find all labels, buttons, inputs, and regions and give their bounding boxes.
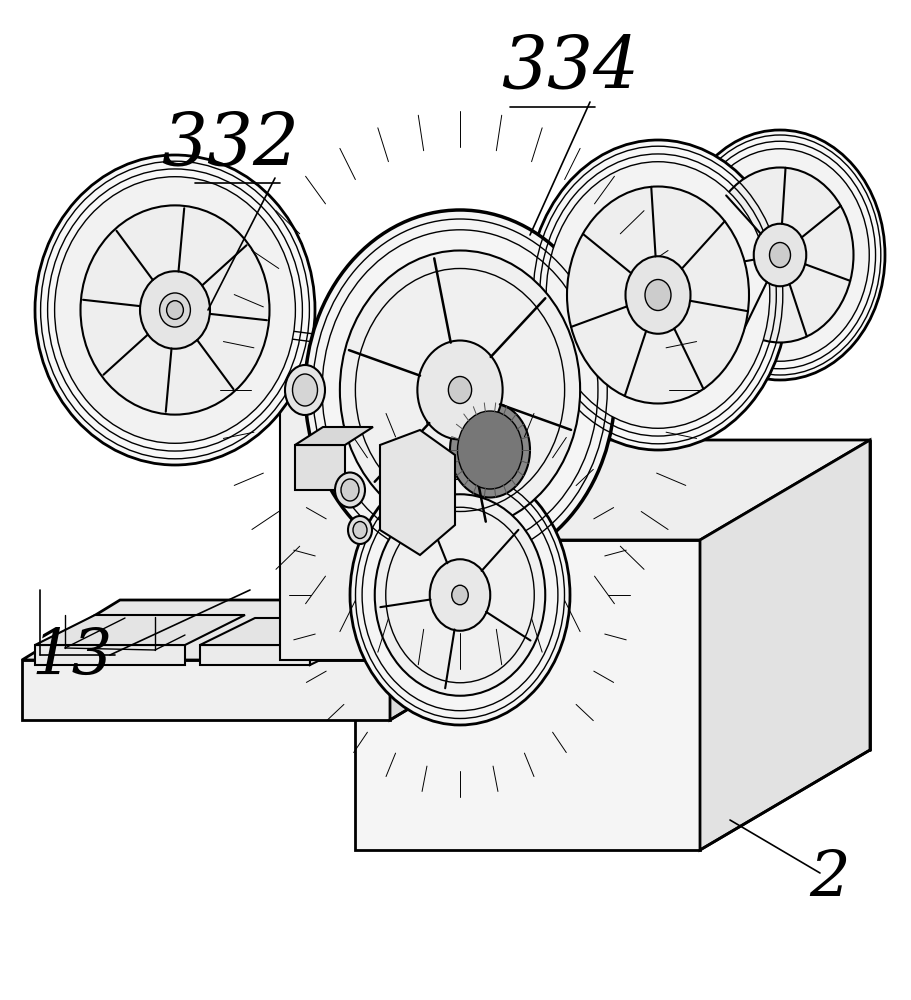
Polygon shape — [22, 600, 489, 660]
Polygon shape — [35, 645, 185, 665]
Text: 13: 13 — [31, 627, 112, 689]
Polygon shape — [700, 440, 869, 850]
Ellipse shape — [448, 376, 471, 403]
Polygon shape — [294, 445, 344, 490]
Ellipse shape — [546, 162, 769, 428]
Ellipse shape — [334, 473, 364, 508]
Polygon shape — [320, 618, 370, 660]
Polygon shape — [380, 430, 455, 555]
Ellipse shape — [690, 149, 868, 361]
Polygon shape — [354, 540, 700, 850]
Ellipse shape — [348, 516, 372, 544]
Polygon shape — [200, 645, 310, 665]
Ellipse shape — [674, 130, 884, 380]
Ellipse shape — [341, 479, 359, 501]
Polygon shape — [200, 618, 364, 645]
Polygon shape — [394, 410, 429, 655]
Ellipse shape — [625, 256, 690, 334]
Polygon shape — [22, 660, 390, 720]
Ellipse shape — [140, 271, 210, 349]
Ellipse shape — [449, 402, 529, 497]
Polygon shape — [320, 600, 404, 618]
Text: 334: 334 — [500, 33, 639, 103]
Ellipse shape — [340, 250, 579, 530]
Polygon shape — [280, 400, 370, 660]
Polygon shape — [280, 365, 425, 400]
Ellipse shape — [706, 167, 853, 342]
Polygon shape — [370, 365, 425, 660]
Polygon shape — [294, 427, 373, 445]
Polygon shape — [310, 618, 364, 665]
Ellipse shape — [350, 465, 569, 725]
Ellipse shape — [284, 365, 324, 415]
Polygon shape — [354, 440, 869, 540]
Text: 332: 332 — [161, 110, 299, 180]
Ellipse shape — [374, 494, 545, 696]
Ellipse shape — [348, 644, 362, 652]
Ellipse shape — [167, 301, 183, 319]
Ellipse shape — [752, 224, 805, 286]
Ellipse shape — [55, 177, 295, 443]
Polygon shape — [390, 600, 489, 720]
Ellipse shape — [429, 559, 490, 631]
Ellipse shape — [80, 205, 270, 415]
Ellipse shape — [353, 522, 366, 538]
Polygon shape — [667, 240, 737, 345]
Polygon shape — [35, 615, 245, 645]
Ellipse shape — [457, 411, 522, 489]
Ellipse shape — [451, 585, 467, 605]
Ellipse shape — [644, 279, 670, 310]
Ellipse shape — [304, 210, 614, 570]
Ellipse shape — [417, 340, 502, 440]
Ellipse shape — [35, 155, 314, 465]
Ellipse shape — [527, 140, 787, 450]
Ellipse shape — [567, 186, 748, 403]
Text: 2: 2 — [809, 849, 849, 911]
Ellipse shape — [769, 242, 790, 267]
Ellipse shape — [159, 293, 190, 327]
Ellipse shape — [292, 374, 317, 406]
